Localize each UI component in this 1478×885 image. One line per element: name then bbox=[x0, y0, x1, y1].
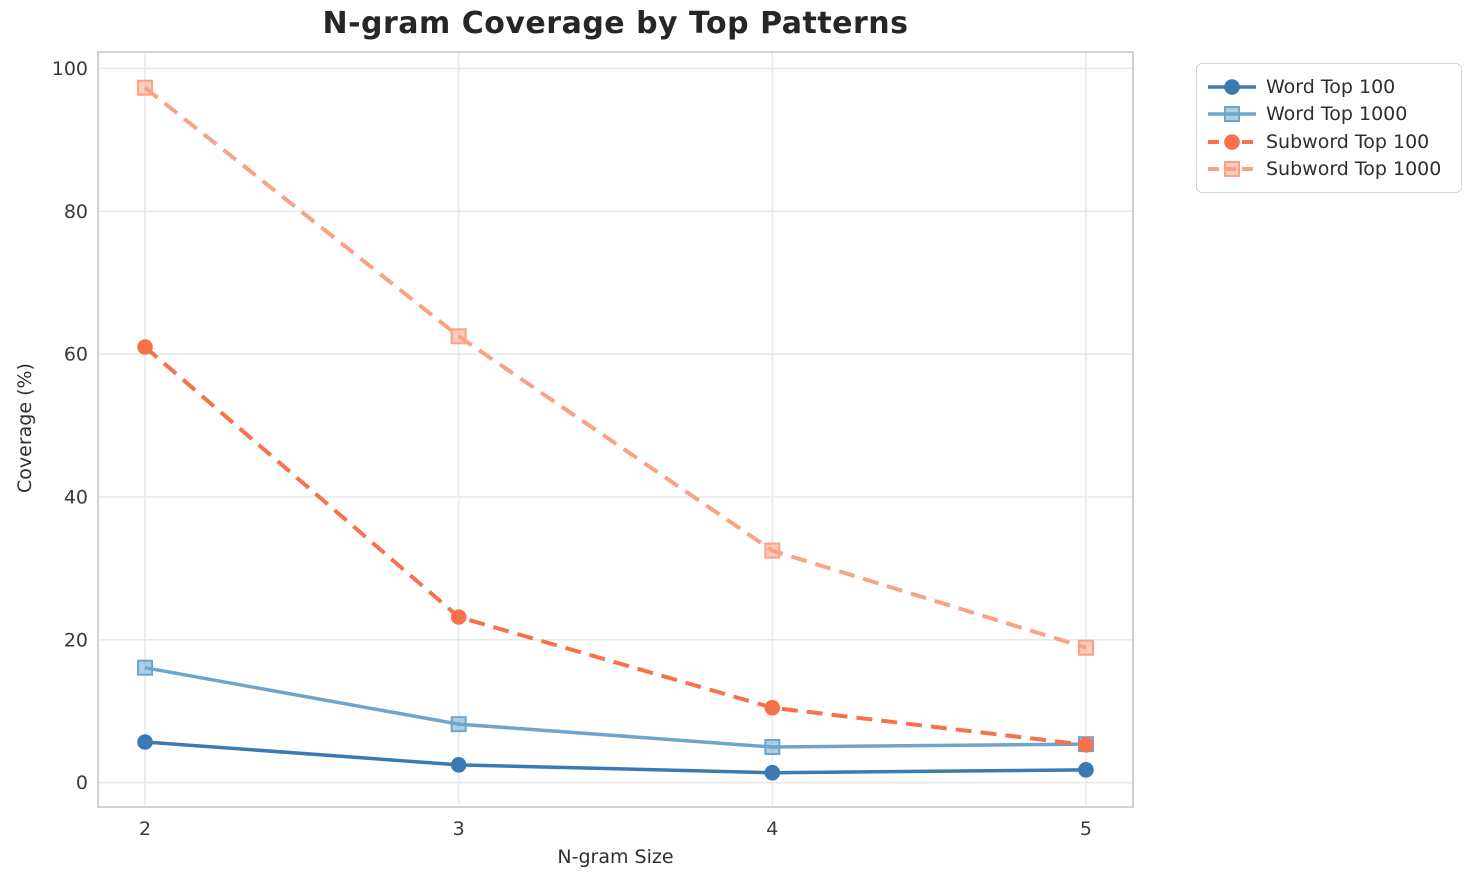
marker-circle-word-top-100 bbox=[137, 734, 153, 750]
series-line-subword-top-1000 bbox=[143, 86, 1087, 650]
y-tick-label: 80 bbox=[64, 201, 88, 223]
chart-title: N-gram Coverage by Top Patterns bbox=[322, 6, 909, 41]
series-line-subword-top-100 bbox=[143, 345, 1087, 747]
x-tick-label: 5 bbox=[1080, 818, 1092, 840]
y-tick-label: 100 bbox=[52, 58, 88, 80]
legend: Word Top 100 Word Top 1000 Subword Top 100… bbox=[1196, 63, 1462, 193]
square-marker-icon bbox=[1208, 161, 1256, 178]
marker-circle-word-top-100 bbox=[764, 764, 781, 781]
marker-square-word-top-1000 bbox=[137, 659, 154, 676]
legend-label: Word Top 100 bbox=[1266, 75, 1396, 98]
x-tick-label: 4 bbox=[766, 818, 778, 840]
marker-circle-word-top-100 bbox=[450, 757, 467, 773]
marker-circle-subword-top-100 bbox=[137, 339, 153, 355]
plot-border bbox=[97, 51, 1134, 808]
legend-item-word-top-100: Word Top 100 bbox=[1207, 73, 1449, 101]
y-tick-label: 40 bbox=[64, 487, 88, 509]
series-line-word-top-1000 bbox=[144, 665, 1086, 749]
x-tick-label: 3 bbox=[453, 818, 465, 840]
marker-circle-subword-top-100 bbox=[1078, 737, 1094, 753]
marker-square-word-top-1000 bbox=[450, 716, 467, 733]
marker-square-word-top-1000 bbox=[764, 739, 781, 755]
square-marker-icon bbox=[1208, 106, 1256, 123]
y-tick-label: 20 bbox=[64, 629, 88, 651]
y-tick-label: 0 bbox=[76, 772, 88, 794]
series-line-word-top-100 bbox=[144, 740, 1086, 775]
marker-square-subword-top-1000 bbox=[137, 79, 154, 96]
legend-item-subword-top-100: Subword Top 100 bbox=[1207, 128, 1449, 156]
legend-label: Subword Top 1000 bbox=[1266, 158, 1442, 181]
y-axis-label: Coverage (%) bbox=[14, 363, 36, 493]
marker-square-subword-top-1000 bbox=[1077, 639, 1094, 656]
marker-square-subword-top-1000 bbox=[764, 542, 781, 559]
legend-item-subword-top-1000: Subword Top 1000 bbox=[1207, 156, 1449, 184]
marker-circle-word-top-100 bbox=[1078, 762, 1094, 778]
legend-item-word-top-1000: Word Top 1000 bbox=[1207, 101, 1449, 129]
y-tick-label: 60 bbox=[64, 344, 88, 366]
circle-marker-icon bbox=[1208, 78, 1256, 95]
legend-label: Subword Top 100 bbox=[1266, 130, 1430, 153]
marker-square-subword-top-1000 bbox=[450, 328, 467, 345]
x-axis-label: N-gram Size bbox=[557, 846, 674, 868]
marker-circle-subword-top-100 bbox=[450, 609, 467, 625]
legend-label: Word Top 1000 bbox=[1266, 103, 1408, 126]
circle-marker-icon bbox=[1208, 133, 1256, 150]
x-tick-label: 2 bbox=[139, 818, 151, 840]
marker-circle-subword-top-100 bbox=[764, 699, 781, 716]
